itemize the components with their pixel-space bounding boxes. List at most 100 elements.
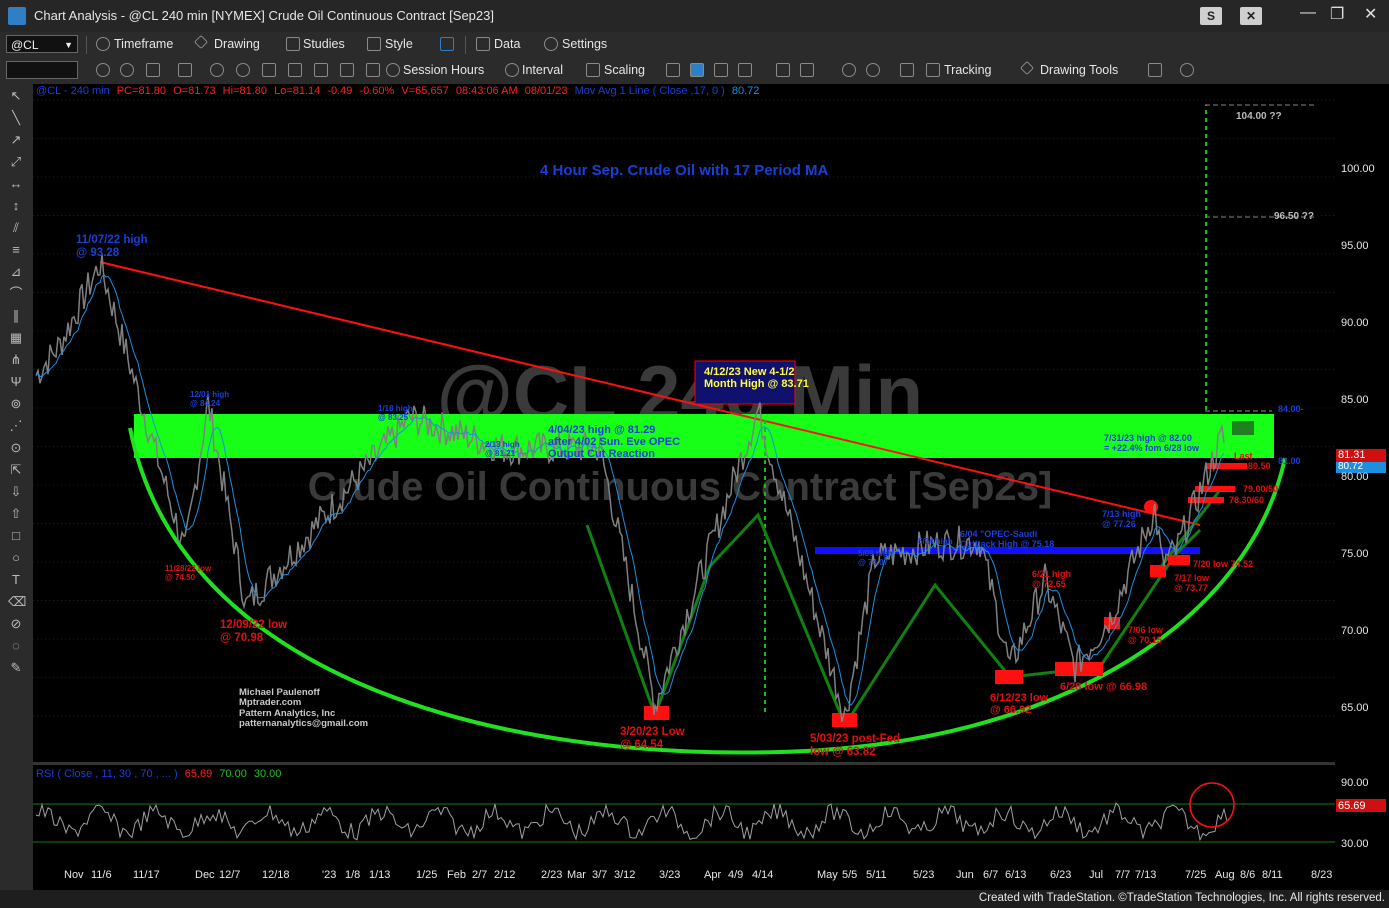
symbol-input[interactable]: @CL ▼: [6, 35, 78, 53]
pointer-icon[interactable]: ↖: [10, 88, 22, 103]
grid-icon[interactable]: [262, 63, 276, 77]
andrews-icon[interactable]: ⋔: [10, 352, 22, 367]
ann-text: 5/03/23 post-Fed: [810, 733, 901, 745]
parallel-icon[interactable]: ∥: [12, 308, 20, 323]
table-icon[interactable]: [146, 63, 160, 77]
ann-text: Output Cut Reaction: [548, 448, 655, 461]
panel-divider[interactable]: [33, 762, 1389, 765]
record-icon[interactable]: [210, 63, 224, 77]
circle-icon[interactable]: [236, 63, 250, 77]
minimize-icon[interactable]: —: [1300, 4, 1316, 21]
ray-tool-icon[interactable]: ↗: [10, 132, 22, 147]
ohlc-icon[interactable]: [714, 63, 728, 77]
bar-style-icon[interactable]: [666, 63, 680, 77]
ann-text: @ 84.24: [190, 398, 221, 408]
style-menu[interactable]: Style: [385, 37, 413, 51]
gear-icon: [544, 37, 558, 51]
data-menu[interactable]: Data: [494, 37, 521, 51]
timeframe-menu[interactable]: Timeframe: [114, 37, 174, 51]
pencil-tool-icon[interactable]: ✎: [10, 660, 22, 675]
grid-tool-icon[interactable]: ▦: [9, 330, 23, 345]
x-tick: Apr: [704, 869, 722, 881]
time-axis[interactable]: [33, 860, 1389, 890]
ann-text: @ 81.21: [485, 448, 516, 458]
annotation-jul13-high: 7/13 high @ 77.26: [1102, 509, 1141, 530]
rsi-panel[interactable]: [33, 765, 1335, 860]
x-tick: 2/23: [541, 869, 563, 881]
credit-line: Michael Paulenoff: [239, 687, 320, 698]
target-96-label: 96.50 ??: [1274, 211, 1315, 222]
cycle-icon[interactable]: ⊙: [10, 440, 22, 455]
crosshair-icon: [926, 63, 940, 77]
x-tick: 5/5: [842, 869, 858, 881]
candle-icon[interactable]: [690, 63, 704, 77]
text-icon[interactable]: T: [12, 572, 20, 587]
x-tick: 12/7: [219, 869, 241, 881]
horizontal-line-icon[interactable]: ↔: [9, 176, 23, 191]
percent-icon[interactable]: [178, 63, 192, 77]
settings-menu[interactable]: Settings: [562, 37, 608, 51]
rectangle-icon[interactable]: □: [12, 528, 20, 543]
x-tick: Nov: [64, 869, 84, 881]
histogram-icon[interactable]: [800, 63, 814, 77]
layout-icon[interactable]: [440, 37, 454, 51]
line-style-icon[interactable]: [738, 63, 752, 77]
dots-grid-icon[interactable]: [900, 63, 914, 77]
drawing-menu[interactable]: Drawing: [214, 37, 260, 51]
refresh-icon[interactable]: [96, 63, 110, 77]
drawing-tools-menu[interactable]: Drawing Tools: [1040, 63, 1119, 77]
ann-text: 2/13 high: [485, 440, 520, 449]
arrow-icon[interactable]: ⇱: [10, 462, 22, 477]
gann-icon[interactable]: ⊚: [10, 396, 22, 411]
fibonacci-icon[interactable]: ≡: [12, 242, 20, 257]
window-icon[interactable]: [314, 63, 328, 77]
erase-all-icon[interactable]: ⊘: [10, 616, 22, 631]
y-tick: 95.00: [1341, 240, 1369, 252]
x-tick: 1/13: [369, 869, 391, 881]
vertical-line-icon[interactable]: ↕: [12, 198, 20, 213]
arrow-down-icon[interactable]: ⇩: [10, 484, 22, 499]
studies-menu[interactable]: Studies: [303, 37, 345, 51]
volume-icon[interactable]: [776, 63, 790, 77]
ellipse-icon[interactable]: ○: [12, 550, 20, 565]
ann-text: @ 72.65: [1032, 578, 1066, 589]
export-icon[interactable]: [1148, 63, 1162, 77]
symbol-list-dropdown[interactable]: [6, 61, 78, 79]
arc-icon[interactable]: ⌒: [9, 286, 23, 301]
chat-icon[interactable]: [1180, 63, 1194, 77]
close-icon[interactable]: ✕: [1364, 6, 1378, 23]
eraser-icon[interactable]: ⌫: [8, 594, 27, 609]
sync-icon[interactable]: [340, 63, 354, 77]
scaling-icon: [586, 63, 600, 77]
hide-icon[interactable]: ◌: [12, 638, 20, 653]
speed-icon[interactable]: ⋰: [9, 418, 23, 433]
title-bar: Chart Analysis - @CL 240 min [NYMEX] Cru…: [0, 0, 1389, 32]
annotation-mar-low: 3/20/23 Low @ 64.54: [620, 726, 685, 751]
play-icon[interactable]: [120, 63, 134, 77]
chart-icon[interactable]: [288, 63, 302, 77]
bowl-arc: [128, 427, 1287, 755]
line-tool-icon[interactable]: ╲: [12, 110, 20, 125]
x-tick: 8/11: [1262, 869, 1283, 881]
extend-tool-icon[interactable]: ⤢: [10, 154, 22, 169]
ann-text: 1/18 high: [378, 404, 413, 413]
tracking-menu[interactable]: Tracking: [944, 63, 992, 77]
fan-icon[interactable]: ⊿: [10, 264, 22, 279]
scaling-menu[interactable]: Scaling: [604, 63, 645, 77]
session-hours-menu[interactable]: Session Hours: [403, 63, 485, 77]
maximize-icon[interactable]: ❐: [1330, 6, 1345, 23]
screen-icon[interactable]: [366, 63, 380, 77]
zoom-out-icon[interactable]: [866, 63, 880, 77]
x-tick: 3/7: [592, 869, 608, 881]
interval-menu[interactable]: Interval: [522, 63, 563, 77]
pitchfork-icon[interactable]: Ψ: [10, 374, 22, 389]
channel-icon[interactable]: ⫽: [13, 220, 19, 235]
close-chart-button[interactable]: ✕: [1240, 7, 1262, 25]
ann-text: @ 83.25: [378, 412, 409, 422]
session-icon: [386, 63, 400, 77]
zoom-in-icon[interactable]: [842, 63, 856, 77]
arrow-up-icon[interactable]: ⇧: [10, 506, 22, 521]
annotation-jan-high: 1/18 high @ 83.25: [378, 404, 413, 423]
ann-text: 6/12/23 low: [990, 692, 1049, 704]
symbol-link-button[interactable]: S: [1200, 7, 1222, 25]
